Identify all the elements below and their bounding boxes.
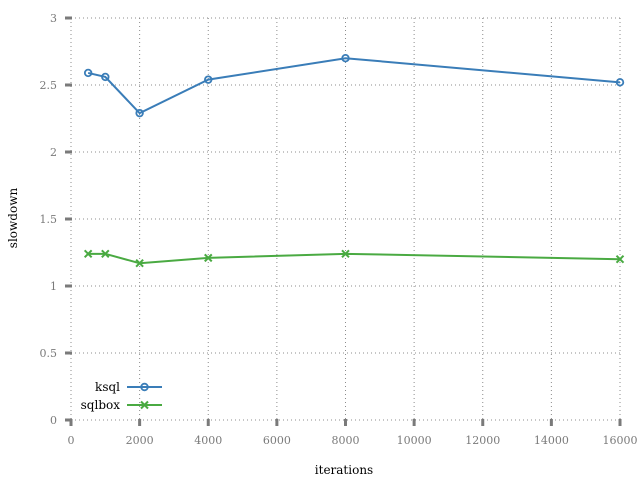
grid — [70, 17, 621, 421]
series-sqlbox — [83, 249, 625, 268]
y-tick-label: 0 — [50, 414, 57, 427]
data-point — [341, 249, 350, 259]
x-tick-label: 8000 — [332, 434, 360, 447]
series-ksql — [83, 54, 625, 118]
x-tick-label: 2000 — [126, 434, 154, 447]
y-tick-label: 2 — [50, 146, 57, 159]
y-tick-label: 1.5 — [40, 213, 58, 226]
data-point — [83, 249, 93, 259]
data-point — [615, 78, 625, 87]
legend-marker — [140, 382, 149, 392]
data-point — [615, 254, 625, 264]
x-tick-label: 10000 — [397, 434, 432, 447]
legend-item: sqlbox — [81, 398, 162, 412]
x-axis: 0 2000 4000 6000 8000 10000 12000 14000 16000 — [68, 419, 638, 447]
series-line — [88, 252, 621, 265]
legend-item: ksql — [95, 380, 162, 394]
y-tick-label: 3 — [50, 12, 57, 25]
legend-label: sqlbox — [81, 398, 121, 412]
data-point — [204, 75, 213, 84]
x-tick-label: 0 — [68, 434, 75, 447]
x-tick-label: 16000 — [603, 434, 638, 447]
x-axis-title: iterations — [315, 463, 373, 477]
x-tick-label: 14000 — [534, 434, 569, 447]
legend-marker — [140, 400, 149, 410]
data-point — [83, 68, 93, 78]
legend-label: ksql — [95, 380, 120, 394]
x-tick-label: 12000 — [465, 434, 500, 447]
y-axis: 0 0.5 1 1.5 2 2.5 3 — [40, 12, 72, 427]
data-point — [341, 54, 350, 63]
series-group — [83, 54, 625, 268]
y-tick-label: 2.5 — [40, 79, 58, 92]
data-point — [101, 72, 110, 82]
legend: ksql sqlbox — [81, 380, 162, 412]
data-point — [204, 253, 213, 263]
y-axis-title: slowdown — [6, 188, 20, 249]
data-point — [135, 108, 144, 118]
y-tick-label: 0.5 — [40, 347, 58, 360]
y-tick-label: 1 — [50, 280, 57, 293]
x-tick-label: 6000 — [263, 434, 291, 447]
series-line — [87, 57, 621, 115]
data-point — [135, 259, 144, 268]
data-point — [101, 249, 110, 259]
x-tick-label: 4000 — [194, 434, 222, 447]
